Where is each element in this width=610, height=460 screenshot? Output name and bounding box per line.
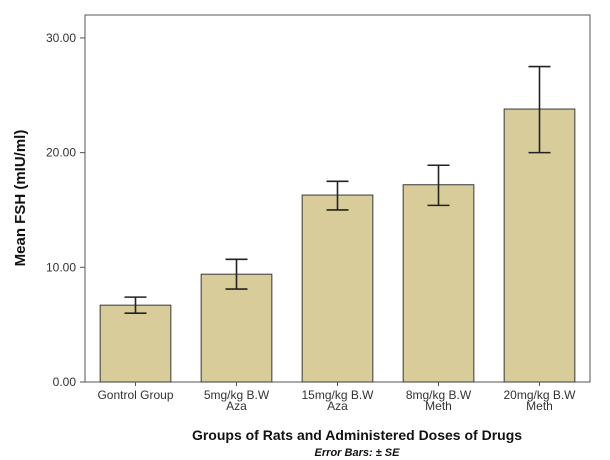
x-tick-label: 15mg/kg B.W bbox=[301, 388, 374, 402]
y-axis-ticks: 0.00 10.00 20.00 30.00 bbox=[46, 31, 85, 389]
bars bbox=[99, 108, 576, 383]
y-tick-label: 10.00 bbox=[46, 260, 76, 274]
x-tick-label: Meth bbox=[526, 399, 553, 413]
x-tick-label: 20mg/kg B.W bbox=[503, 388, 576, 402]
x-tick-label: 5mg/kg B.W bbox=[204, 388, 270, 402]
error-bars bbox=[124, 65, 551, 314]
bar bbox=[503, 108, 576, 383]
y-tick-label: 20.00 bbox=[46, 146, 76, 160]
x-tick-label: Meth bbox=[425, 399, 452, 413]
x-tick-label: Aza bbox=[327, 399, 348, 413]
error-bar-note: Error Bars: ± SE bbox=[315, 447, 401, 459]
x-tick-label: 8mg/kg B.W bbox=[406, 388, 472, 402]
y-tick-label: 30.00 bbox=[46, 31, 76, 45]
bar bbox=[301, 194, 374, 383]
bar bbox=[402, 184, 475, 383]
bar bbox=[99, 304, 172, 383]
x-tick-label: Gontrol Group bbox=[97, 388, 173, 402]
y-axis-label: Mean FSH (mIU/ml) bbox=[12, 130, 29, 267]
x-tick-label: Aza bbox=[226, 399, 247, 413]
bar bbox=[200, 273, 273, 383]
x-axis-label: Groups of Rats and Administered Doses of… bbox=[192, 427, 522, 443]
y-tick-label: 0.00 bbox=[53, 375, 77, 389]
